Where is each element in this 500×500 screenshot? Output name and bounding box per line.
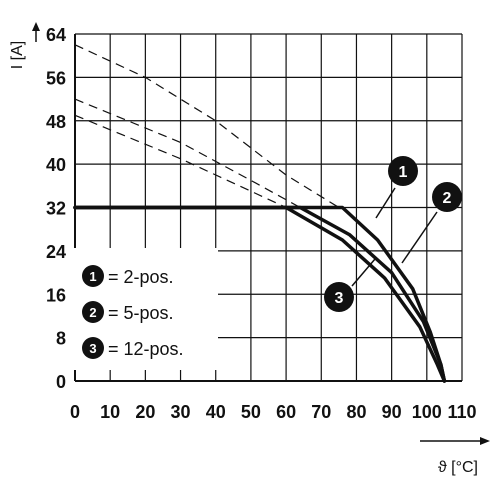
x-axis-title-group: ϑ [°C] bbox=[420, 437, 490, 476]
legend-marker-label: 3 bbox=[89, 341, 96, 356]
y-tick-label: 16 bbox=[46, 285, 66, 305]
y-tick-label: 24 bbox=[46, 242, 66, 262]
y-tick-label: 48 bbox=[46, 112, 66, 132]
series-dashed-line-3 bbox=[74, 114, 287, 209]
series-solid-line-3 bbox=[73, 205, 447, 383]
x-tick-label: 20 bbox=[135, 402, 155, 422]
legend-marker-3 bbox=[82, 337, 104, 359]
y-tick-label: 0 bbox=[56, 372, 66, 392]
solid-lines bbox=[73, 205, 447, 383]
y-axis-title-group: I [A] bbox=[9, 22, 40, 69]
marker-circle-1 bbox=[388, 156, 418, 186]
curve-markers: 1 2 3 bbox=[324, 156, 462, 312]
dashed-lines bbox=[74, 44, 340, 209]
y-tick-labels: 0 8 16 24 32 40 48 56 64 bbox=[46, 25, 66, 392]
legend-marker-label: 1 bbox=[89, 269, 96, 284]
x-tick-label: 40 bbox=[206, 402, 226, 422]
x-tick-labels: 0 10 20 30 40 50 60 70 80 90 100 110 bbox=[70, 402, 477, 422]
marker-leader-2 bbox=[401, 211, 438, 264]
marker-leader-1 bbox=[375, 187, 396, 219]
y-tick-label: 32 bbox=[46, 199, 66, 219]
marker-label-3: 3 bbox=[335, 290, 344, 307]
marker-circle-2 bbox=[432, 182, 462, 212]
x-tick-label: 30 bbox=[171, 402, 191, 422]
marker-label-2: 2 bbox=[443, 190, 452, 207]
series-solid-line-2 bbox=[73, 205, 447, 383]
y-tick-label: 56 bbox=[46, 68, 66, 88]
series-dashed-line-1 bbox=[74, 44, 340, 209]
x-tick-label: 90 bbox=[382, 402, 402, 422]
legend-marker-label: 2 bbox=[89, 305, 96, 320]
legend-marker-1 bbox=[82, 265, 104, 287]
marker-label-1: 1 bbox=[399, 164, 408, 181]
y-axis-title: I [A] bbox=[9, 41, 26, 69]
legend-marker-2 bbox=[82, 301, 104, 323]
series-dashed-line-2 bbox=[74, 98, 301, 209]
x-tick-label: 70 bbox=[311, 402, 331, 422]
x-axis-arrow-head bbox=[480, 437, 490, 445]
marker-leader-3 bbox=[351, 258, 376, 287]
x-axis-title: ϑ [°C] bbox=[438, 459, 478, 476]
legend-text: = 5-pos. bbox=[108, 303, 174, 323]
x-tick-label: 100 bbox=[412, 402, 442, 422]
x-tick-label: 110 bbox=[447, 402, 476, 422]
x-tick-label: 0 bbox=[70, 402, 80, 422]
legend-text: = 12-pos. bbox=[108, 339, 184, 359]
x-tick-label: 60 bbox=[276, 402, 296, 422]
y-tick-label: 8 bbox=[56, 329, 66, 349]
y-tick-label: 40 bbox=[46, 155, 66, 175]
legend: 1 = 2-pos. 2 = 5-pos. 3 = 12-pos. bbox=[82, 265, 184, 359]
marker-circle-3 bbox=[324, 282, 354, 312]
y-axis-arrow-head bbox=[32, 22, 40, 31]
x-tick-label: 80 bbox=[346, 402, 366, 422]
x-tick-label: 50 bbox=[241, 402, 261, 422]
legend-text: = 2-pos. bbox=[108, 267, 174, 287]
x-tick-label: 10 bbox=[100, 402, 120, 422]
y-tick-label: 64 bbox=[46, 25, 66, 45]
